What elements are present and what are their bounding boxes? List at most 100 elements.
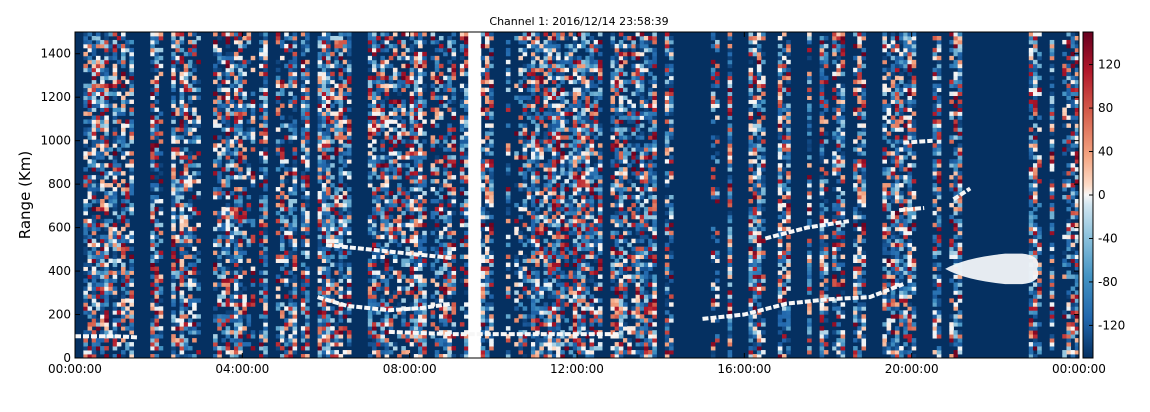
heatmap-cell [572,67,578,73]
heatmap-cell [367,270,373,275]
heatmap-cell [154,234,160,240]
heatmap-cell [346,187,352,192]
heatmap-cell [233,107,239,112]
heatmap-cell [422,183,427,188]
heatmap-cell [384,278,390,283]
heatmap-cell [179,322,185,327]
heatmap-cell [367,266,373,271]
heatmap-cell [288,79,293,85]
heatmap-cell [392,218,398,224]
heatmap-cell [338,155,344,160]
heatmap-cell [150,342,155,347]
heatmap-cell [284,306,289,311]
heatmap-cell [326,330,331,335]
heatmap-cell [577,139,582,144]
heatmap-cell [288,354,293,359]
heatmap-cell [192,119,197,124]
heatmap-cell [305,127,310,132]
heatmap-cell [300,135,306,140]
heatmap-cell [246,334,252,339]
heatmap-cell [372,51,377,57]
heatmap-cell [229,254,235,260]
heatmap-cell [300,242,306,248]
heatmap-cell [505,262,511,267]
heatmap-cell [409,75,415,81]
heatmap-cell [551,202,557,208]
heatmap-cell [326,131,331,136]
heatmap-cell [87,306,93,311]
heatmap-cell [530,350,536,355]
heatmap-cell [321,222,327,228]
heatmap-cell [577,302,582,307]
heatmap-cell [321,119,327,124]
heatmap-cell [305,191,310,196]
heatmap-cell [422,151,427,156]
heatmap-cell [263,338,268,343]
heatmap-cell [305,278,310,283]
heatmap-cell [192,39,197,45]
heatmap-cell [397,163,402,168]
heatmap-cell [213,39,218,45]
heatmap-cell [104,175,109,180]
heatmap-cell [242,95,247,100]
heatmap-cell [342,274,348,279]
heatmap-cell [129,59,134,65]
heatmap-cell [171,195,176,200]
heatmap-cell [91,175,97,180]
heatmap-cell [112,187,118,192]
heatmap-cell [556,119,561,124]
heatmap-cell [392,75,398,81]
heatmap-cell [279,214,285,220]
heatmap-cell [108,163,114,168]
heatmap-cell [589,127,595,132]
heatmap-cell [87,111,93,116]
heatmap-cell [384,222,390,228]
heatmap-cell [560,91,565,97]
heatmap-cell [259,155,264,160]
heatmap-cell [556,202,561,208]
heatmap-cell [489,338,494,343]
heatmap-cell [187,32,193,37]
heatmap-cell [229,103,235,108]
heatmap-cell [217,322,222,327]
heatmap-cell [121,306,126,311]
heatmap-cell [376,99,381,104]
heatmap-cell [556,183,561,188]
heatmap-cell [334,115,339,120]
heatmap-cell [100,198,105,204]
heatmap-cell [259,39,264,45]
heatmap-cell [384,242,390,248]
heatmap-cell [246,206,252,212]
heatmap-cell [125,151,130,156]
heatmap-cell [526,167,532,172]
heatmap-cell [292,103,298,108]
heatmap-cell [380,254,385,260]
heatmap-cell [104,191,109,196]
heatmap-cell [530,218,536,224]
heatmap-cell [577,187,582,192]
heatmap-cell [530,238,536,244]
heatmap-cell [326,230,331,236]
heatmap-cell [577,270,582,275]
heatmap-cell [589,171,595,176]
heatmap-cell [535,187,540,192]
heatmap-cell [518,115,524,120]
heatmap-cell [464,135,469,140]
heatmap-cell [484,35,490,41]
heatmap-cell [434,298,440,303]
heatmap-cell [317,111,323,116]
heatmap-cell [259,270,264,275]
heatmap-cell [171,262,176,267]
heatmap-cell [87,282,93,287]
heatmap-cell [100,314,105,319]
heatmap-cell [187,115,193,120]
heatmap-cell [484,266,490,271]
heatmap-cell [401,119,406,124]
heatmap-cell [530,250,536,256]
heatmap-cell [376,254,381,260]
heatmap-cell [372,195,377,200]
heatmap-cell [104,238,109,244]
heatmap-cell [551,310,557,315]
heatmap-cell [171,127,176,132]
heatmap-cell [221,282,226,287]
